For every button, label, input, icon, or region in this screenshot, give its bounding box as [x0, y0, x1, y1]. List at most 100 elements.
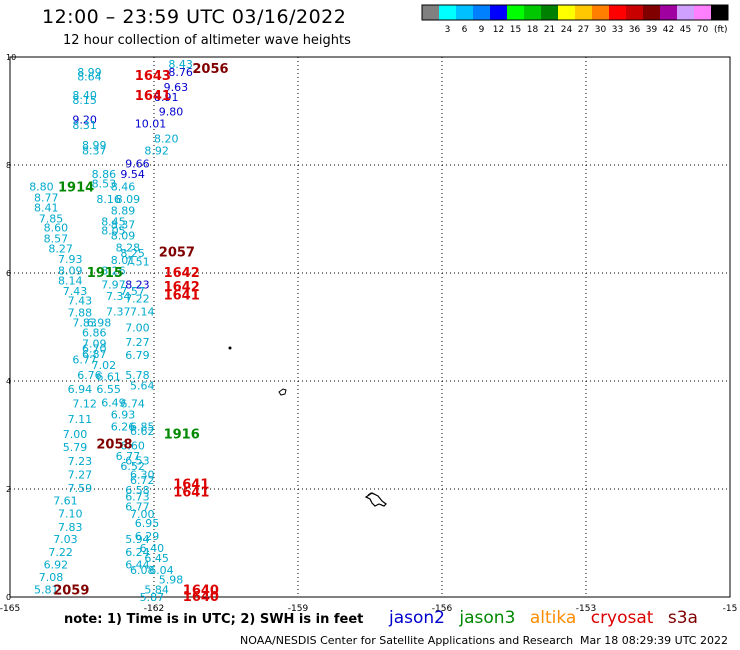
- swh-label: 8.64: [77, 70, 102, 83]
- swh-label: 6.79: [125, 349, 150, 362]
- time-label: 1642: [164, 266, 200, 281]
- swh-label: 8.37: [82, 144, 107, 157]
- swh-label: 6.52: [120, 460, 144, 473]
- data-labels: 8.43 8.99 8.76 8.64 9.63 8.408.15 8.91 9.80 9.20…: [29, 58, 228, 605]
- swh-label: 7.27: [68, 468, 93, 481]
- swh-label: 7.23: [68, 455, 93, 468]
- swh-label: 9.63: [164, 81, 189, 94]
- swh-label: 5.84: [144, 583, 169, 596]
- swh-label: 8.92: [144, 144, 169, 157]
- swh-label: 7.51: [125, 256, 150, 269]
- colorbar: 3 6 9 12 15 18 21 24 27 30 33 36 39 42 45 70 (ft): [421, 4, 729, 35]
- swh-label: 8.20: [154, 133, 179, 146]
- swh-label: 7.88: [68, 306, 93, 319]
- colorbar-label: 36: [629, 25, 641, 35]
- swh-label: 5.78: [125, 369, 150, 382]
- swh-label: 8.57: [44, 232, 69, 245]
- time-label: 1916: [164, 427, 200, 442]
- colorbar-swatch: [660, 5, 677, 20]
- x-tick-label: -156: [432, 604, 453, 614]
- legend-altika: altika: [529, 608, 577, 628]
- colorbar-swatch: [694, 5, 711, 20]
- swh-label: 8.31: [72, 119, 97, 132]
- swh-label: 8.99: [77, 66, 102, 79]
- swh-label: 7.22: [125, 292, 150, 305]
- colorbar-label: 30: [595, 25, 607, 35]
- swh-label: 8.01: [111, 254, 136, 267]
- colorbar-unit: (ft): [714, 25, 728, 35]
- colorbar-label: 27: [578, 25, 589, 35]
- colorbar-swatch: [677, 5, 694, 20]
- swh-label: 8.26: [101, 264, 126, 277]
- swh-label: 8.40: [72, 89, 97, 102]
- colorbar-swatch: [626, 5, 643, 20]
- colorbar-swatch: [456, 5, 473, 20]
- swh-label: 6.74: [120, 398, 144, 411]
- swh-label: 6.77: [125, 500, 150, 513]
- swh-label: 8.80: [29, 181, 54, 194]
- colorbar-swatch: [575, 5, 592, 20]
- swh-label: 7.11: [68, 413, 93, 426]
- x-tick-label: -153: [576, 604, 596, 614]
- swh-label: 9.54: [120, 168, 144, 181]
- swh-label: 7.03: [53, 533, 77, 546]
- grid-lines: [10, 57, 730, 597]
- swh-label: 7.00: [63, 428, 88, 441]
- swh-label: 8.05: [101, 224, 126, 237]
- swh-label: 8.25: [120, 247, 144, 260]
- colorbar-swatch: [592, 5, 609, 20]
- swh-label: 8.41: [34, 202, 59, 215]
- swh-label: 6.08: [130, 564, 155, 577]
- x-tick-label: -15: [723, 604, 738, 614]
- swh-label: 7.00: [130, 508, 155, 521]
- swh-label: 6.70: [82, 343, 107, 356]
- colorbar-label: 12: [493, 25, 504, 35]
- satellite-legend: jason2 jason3 altika cryosat s3a: [389, 608, 707, 628]
- swh-label: 6.45: [144, 552, 169, 565]
- time-label: 1640: [183, 590, 219, 605]
- colorbar-label: 42: [663, 25, 674, 35]
- swh-label: 7.27: [125, 336, 150, 349]
- swh-label: 8.89: [111, 204, 136, 217]
- swh-label: 8.60: [44, 222, 69, 235]
- swh-label: 7.43: [68, 295, 93, 308]
- swh-label: 5.81: [34, 583, 59, 596]
- colorbar-label: 39: [646, 25, 658, 35]
- y-tick-label: 8: [6, 161, 11, 170]
- swh-label: 9.80: [159, 106, 184, 119]
- time-label: 2059: [53, 583, 89, 598]
- swh-label: 6.40: [140, 542, 165, 555]
- swh-label: 6.94: [68, 383, 93, 396]
- swh-label: 7.93: [58, 253, 83, 266]
- swh-label: 6.04: [149, 564, 174, 577]
- swh-label: 6.58: [125, 484, 150, 497]
- swh-label: 7.61: [53, 494, 77, 507]
- swh-label: 6.62: [130, 425, 155, 438]
- swh-label: 6.77: [72, 353, 97, 366]
- swh-label: 6.98: [87, 317, 112, 330]
- island-dot: [228, 346, 232, 350]
- swh-label: 8.43: [168, 58, 193, 71]
- swh-label: 8.14: [58, 275, 83, 288]
- colorbar-swatch: [473, 5, 490, 20]
- swh-label: 7.22: [48, 546, 73, 559]
- colorbar-label: 6: [462, 25, 468, 35]
- colorbar-swatch: [490, 5, 507, 20]
- island-big-island: [364, 492, 387, 507]
- swh-label: 6.95: [135, 517, 160, 530]
- colorbar-border: [421, 4, 729, 21]
- swh-label: 7.83: [58, 521, 83, 534]
- colorbar-swatch: [643, 5, 660, 20]
- swh-label: 6.87: [82, 348, 107, 361]
- swh-label: 6.53: [125, 454, 150, 467]
- time-label: 1641: [135, 89, 171, 104]
- colorbar-label: 15: [510, 25, 521, 35]
- credit-line: NOAA/NESDIS Center for Satellite Applica…: [240, 634, 574, 647]
- colorbar-swatch: [609, 5, 626, 20]
- time-label: 2058: [96, 438, 132, 453]
- legend-jason2: jason2: [389, 608, 445, 628]
- swh-label: 8.15: [72, 94, 97, 107]
- swh-label: 9.66: [125, 157, 150, 170]
- colorbar-label: 18: [527, 25, 539, 35]
- swh-label: 7.83: [72, 317, 97, 330]
